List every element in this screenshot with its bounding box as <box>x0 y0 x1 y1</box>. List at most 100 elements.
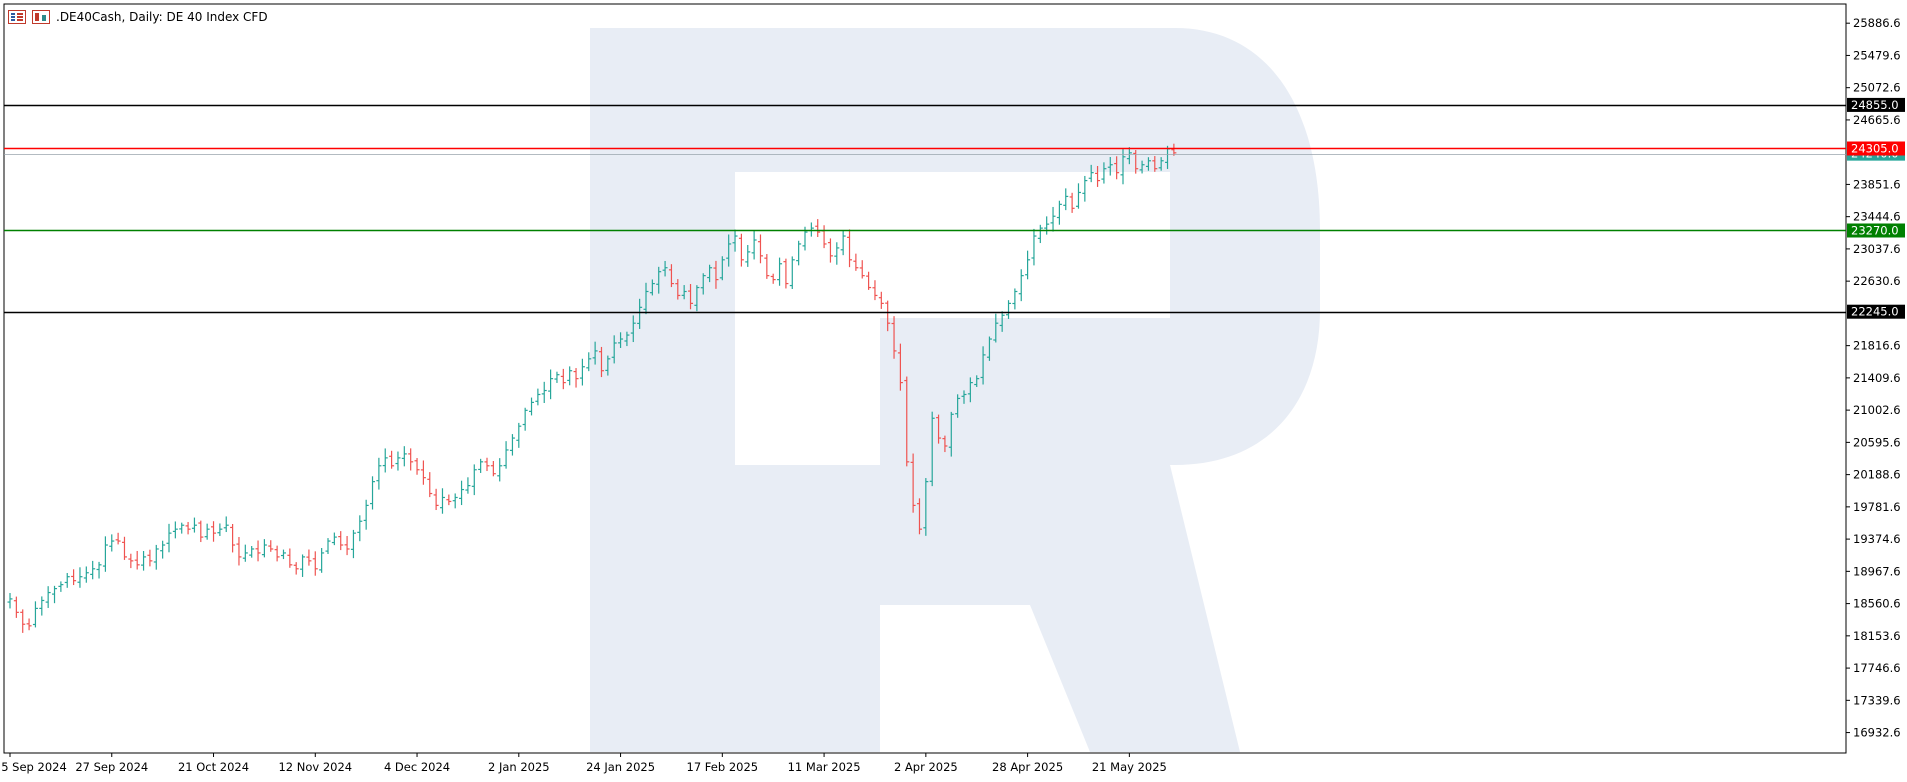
price-bar <box>1044 216 1050 235</box>
price-bar <box>64 572 70 588</box>
y-tick-label: 23444.6 <box>1853 210 1901 224</box>
price-bar <box>217 523 223 536</box>
y-tick-label: 21002.6 <box>1853 403 1901 417</box>
price-bar <box>109 534 115 552</box>
price-bar <box>745 245 751 267</box>
x-tick: 17 Feb 2025 <box>687 753 758 774</box>
price-bar <box>567 366 573 386</box>
price-bar <box>433 488 439 511</box>
price-bar <box>484 457 490 472</box>
price-bar <box>141 550 147 571</box>
y-tick: 23851.6 <box>1846 177 1901 191</box>
price-bar <box>923 478 929 536</box>
price-bar <box>382 448 388 473</box>
price-bar <box>592 341 598 365</box>
y-tick: 23444.6 <box>1846 210 1901 224</box>
price-bar <box>71 569 77 586</box>
price-bar <box>268 540 274 552</box>
price-bar <box>649 279 655 296</box>
chart-title-bar: .DE40Cash, Daily: DE 40 Index CFD <box>8 8 268 26</box>
price-bar <box>115 532 121 545</box>
y-tick: 17339.6 <box>1846 693 1901 707</box>
y-tick-label: 20595.6 <box>1853 435 1901 449</box>
price-bar <box>948 411 954 457</box>
price-bar <box>573 368 579 388</box>
price-bar <box>1133 149 1139 174</box>
price-bar <box>230 523 236 553</box>
price-bar <box>1139 160 1145 174</box>
y-tick-label: 18560.6 <box>1853 597 1901 611</box>
price-bar <box>287 548 293 568</box>
price-bar <box>185 521 191 535</box>
price-bar <box>395 451 401 471</box>
price-bar <box>522 407 528 431</box>
price-bar <box>255 540 261 562</box>
price-bar <box>191 517 197 533</box>
price-bar <box>1095 165 1101 187</box>
price-bar <box>548 369 554 400</box>
price-bar <box>993 313 999 343</box>
x-tick-label: 27 Sep 2024 <box>75 760 148 774</box>
price-bar <box>847 229 853 268</box>
price-bar <box>52 585 58 604</box>
price-bar <box>1101 162 1107 184</box>
price-bar <box>414 458 420 475</box>
price-bar <box>694 285 700 312</box>
price-bar <box>1069 192 1075 213</box>
price-bar <box>986 336 992 361</box>
price-bar <box>1088 164 1094 183</box>
price-bar <box>363 499 369 530</box>
level-tag-label: 22245.0 <box>1851 305 1899 319</box>
y-tick: 22630.6 <box>1846 274 1901 288</box>
bar-chart-icon[interactable] <box>32 10 50 24</box>
y-tick: 21409.6 <box>1846 371 1901 385</box>
level-tag: 24305.0 <box>1847 141 1905 156</box>
y-tick: 20188.6 <box>1846 468 1901 482</box>
y-tick-label: 21816.6 <box>1853 339 1901 353</box>
x-tick: 28 Apr 2025 <box>992 753 1063 774</box>
y-tick-label: 18153.6 <box>1853 629 1901 643</box>
level-tag-label: 23270.0 <box>1851 223 1899 237</box>
price-bar <box>560 368 566 390</box>
y-tick: 25886.6 <box>1846 16 1901 30</box>
price-bar <box>134 550 140 570</box>
price-bar <box>1075 183 1081 209</box>
x-tick-label: 21 May 2025 <box>1092 760 1167 774</box>
x-tick: 2 Jan 2025 <box>488 753 550 774</box>
price-bar <box>325 538 331 554</box>
price-bar <box>1082 175 1088 202</box>
price-bar <box>789 256 795 289</box>
y-tick: 18153.6 <box>1846 629 1901 643</box>
price-bar <box>1050 206 1056 232</box>
price-bar <box>160 540 166 559</box>
x-tick: 27 Sep 2024 <box>75 753 148 774</box>
price-bar <box>1114 156 1120 180</box>
y-tick-label: 17339.6 <box>1853 693 1901 707</box>
price-bar <box>783 258 789 289</box>
price-bar <box>866 271 872 290</box>
level-tag: 23270.0 <box>1847 223 1905 238</box>
price-bar <box>840 230 846 256</box>
price-bar <box>796 240 802 266</box>
price-bar <box>32 601 38 628</box>
y-tick: 20595.6 <box>1846 435 1901 449</box>
price-bar <box>90 560 96 580</box>
price-bar <box>897 343 903 391</box>
price-bar <box>955 394 961 418</box>
price-bar <box>7 593 13 609</box>
price-bar <box>179 522 185 534</box>
price-bar <box>1063 188 1069 211</box>
indicator-list-icon[interactable] <box>8 10 26 24</box>
x-tick-label: 21 Oct 2024 <box>178 760 249 774</box>
price-bar <box>401 446 407 467</box>
y-tick: 21816.6 <box>1846 339 1901 353</box>
price-bar <box>1018 269 1024 302</box>
y-tick: 18967.6 <box>1846 564 1901 578</box>
x-tick: 4 Dec 2024 <box>384 753 450 774</box>
price-bar <box>503 441 509 469</box>
price-bar <box>280 549 286 560</box>
price-bar <box>618 332 624 348</box>
price-bar <box>738 233 744 267</box>
price-bar <box>662 260 668 277</box>
